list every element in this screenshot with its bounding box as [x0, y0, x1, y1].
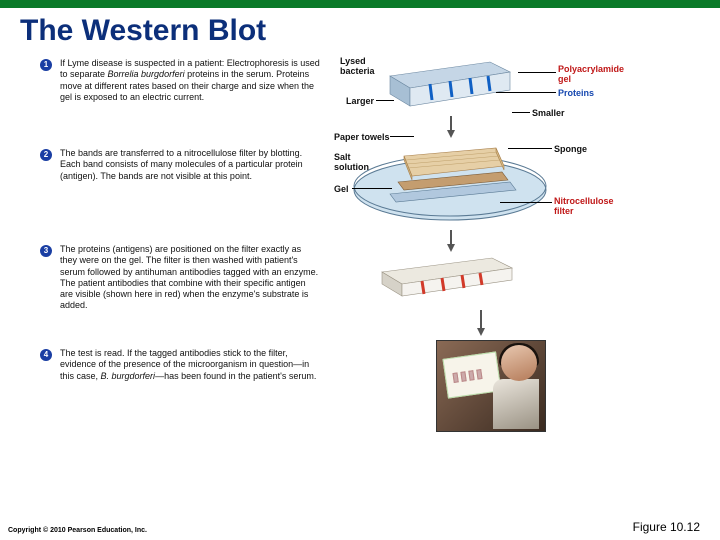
label-salt-2: solution — [334, 162, 369, 172]
top-accent-bar — [0, 0, 720, 8]
step-2: 2 The bands are transferred to a nitroce… — [40, 148, 320, 182]
step-1-text-italic: Borrelia burgdorferi — [108, 69, 185, 79]
arrow-3-head — [477, 328, 485, 336]
content-area: 1 If Lyme disease is suspected in a pati… — [40, 58, 680, 498]
label-salt-1: Salt — [334, 152, 369, 162]
step-1: 1 If Lyme disease is suspected in a pati… — [40, 58, 320, 103]
pointer-towels — [390, 136, 414, 137]
pointer-pag — [518, 72, 556, 73]
step-3-number: 3 — [40, 245, 52, 257]
arrow-3-stem — [480, 310, 482, 328]
pointer-sponge — [508, 148, 552, 149]
step-3-text: The proteins (antigens) are positioned o… — [60, 244, 320, 312]
arrow-2-head — [447, 244, 455, 252]
step-1-number: 1 — [40, 59, 52, 71]
step-2-text: The bands are transferred to a nitrocell… — [60, 148, 320, 182]
step-3: 3 The proteins (antigens) are positioned… — [40, 244, 320, 312]
label-pag: Polyacrylamide gel — [558, 64, 624, 84]
label-nitro-2: filter — [554, 206, 614, 216]
label-nitro: Nitrocellulose filter — [554, 196, 614, 216]
pointer-smaller — [512, 112, 530, 113]
step-4-text-c: —has been found in the patient's serum. — [155, 371, 316, 381]
label-lysed: Lysed bacteria — [340, 56, 375, 76]
photo-person-head — [501, 345, 537, 381]
label-salt: Salt solution — [334, 152, 369, 172]
slide: The Western Blot 1 If Lyme disease is su… — [0, 0, 720, 540]
step-4-number: 4 — [40, 349, 52, 361]
nitrocellulose-filter — [374, 254, 524, 314]
label-pag-1: Polyacrylamide — [558, 64, 624, 74]
step-4: 4 The test is read. If the tagged antibo… — [40, 348, 320, 382]
label-nitro-1: Nitrocellulose — [554, 196, 614, 206]
label-gel: Gel — [334, 184, 349, 194]
arrow-1-stem — [450, 116, 452, 130]
label-larger: Larger — [346, 96, 374, 106]
step-4-text: The test is read. If the tagged antibodi… — [60, 348, 320, 382]
label-proteins: Proteins — [558, 88, 594, 98]
copyright-text: Copyright © 2010 Pearson Education, Inc. — [8, 527, 147, 534]
arrow-2-stem — [450, 230, 452, 244]
label-sponge: Sponge — [554, 144, 587, 154]
reading-photo — [436, 340, 546, 432]
label-towels: Paper towels — [334, 132, 390, 142]
step-1-text: If Lyme disease is suspected in a patien… — [60, 58, 320, 103]
label-smaller: Smaller — [532, 108, 565, 118]
blotting-dish — [350, 138, 550, 228]
step-4-text-italic: B. burgdorferi — [101, 371, 156, 381]
label-pag-2: gel — [558, 74, 624, 84]
pointer-gel — [352, 188, 392, 189]
pointer-proteins — [496, 92, 556, 93]
gel-slab — [380, 58, 520, 118]
photo-person-body — [493, 379, 539, 429]
pointer-nitro — [500, 202, 552, 203]
slide-title: The Western Blot — [20, 14, 266, 48]
figure-number: Figure 10.12 — [633, 520, 700, 534]
arrow-1-head — [447, 130, 455, 138]
step-2-number: 2 — [40, 149, 52, 161]
photo-person — [489, 345, 539, 429]
pointer-larger — [376, 100, 394, 101]
diagram-area: Lysed bacteria Larger Smaller Polyacryla… — [340, 58, 680, 478]
